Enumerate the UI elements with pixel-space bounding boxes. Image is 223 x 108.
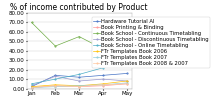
FTr Templates Book 2008 & 2007	[102, 84, 104, 85]
Line: Book School - Online Timetabling: Book School - Online Timetabling	[31, 61, 128, 85]
FTr Templates Book 2007	[126, 82, 128, 84]
Hardware Tutorial Al	[102, 75, 104, 76]
FTr Templates Book 2008 & 2007	[54, 85, 57, 86]
Legend: Hardware Tutorial Al, Book Printing & Binding, Book School - Continuous Timetabl: Hardware Tutorial Al, Book Printing & Bi…	[92, 17, 211, 68]
Book Printing & Binding	[102, 85, 104, 86]
Book School - Discontinuous Timetabling	[30, 85, 33, 86]
Line: Book Printing & Binding: Book Printing & Binding	[31, 83, 128, 88]
Title: % of income contributed by Product: % of income contributed by Product	[10, 3, 148, 12]
Book School - Online Timetabling	[54, 78, 57, 80]
Book School - Discontinuous Timetabling	[126, 80, 128, 82]
Book Printing & Binding	[78, 86, 81, 87]
Book Printing & Binding	[54, 85, 57, 86]
Hardware Tutorial Al	[30, 86, 33, 87]
Book School - Continuous Timetabling	[78, 36, 81, 37]
FTr Templates Book 2007	[54, 86, 57, 87]
FTr Templates Book 2008 & 2007	[78, 86, 81, 87]
Book School - Online Timetabling	[126, 61, 128, 63]
FTr Templates Book 2006	[54, 84, 57, 85]
Line: Hardware Tutorial Al: Hardware Tutorial Al	[31, 73, 128, 87]
Book Printing & Binding	[126, 83, 128, 84]
FTr Templates Book 2008 & 2007	[126, 83, 128, 84]
Book School - Online Timetabling	[102, 67, 104, 68]
FTr Templates Book 2007	[102, 84, 104, 85]
FTr Templates Book 2006	[30, 86, 33, 87]
Line: Book School - Continuous Timetabling: Book School - Continuous Timetabling	[31, 22, 128, 50]
Book Printing & Binding	[30, 87, 33, 88]
Book School - Discontinuous Timetabling	[78, 80, 81, 82]
Book School - Continuous Timetabling	[102, 48, 104, 49]
FTr Templates Book 2006	[78, 85, 81, 86]
Book School - Continuous Timetabling	[30, 22, 33, 23]
Hardware Tutorial Al	[126, 73, 128, 74]
Hardware Tutorial Al	[78, 77, 81, 78]
Book School - Online Timetabling	[78, 74, 81, 75]
Book School - Online Timetabling	[30, 83, 33, 84]
Line: FTr Templates Book 2007: FTr Templates Book 2007	[31, 82, 128, 88]
FTr Templates Book 2006	[102, 83, 104, 84]
Hardware Tutorial Al	[54, 75, 57, 76]
Line: Book School - Discontinuous Timetabling: Book School - Discontinuous Timetabling	[31, 76, 128, 86]
FTr Templates Book 2007	[78, 85, 81, 86]
Line: FTr Templates Book 2006: FTr Templates Book 2006	[31, 80, 128, 87]
Book School - Continuous Timetabling	[54, 45, 57, 47]
Book School - Discontinuous Timetabling	[54, 76, 57, 77]
FTr Templates Book 2008 & 2007	[30, 87, 33, 88]
FTr Templates Book 2007	[30, 87, 33, 88]
Line: FTr Templates Book 2008 & 2007: FTr Templates Book 2008 & 2007	[31, 83, 128, 88]
FTr Templates Book 2006	[126, 80, 128, 82]
Book School - Continuous Timetabling	[126, 43, 128, 44]
Book School - Discontinuous Timetabling	[102, 78, 104, 80]
